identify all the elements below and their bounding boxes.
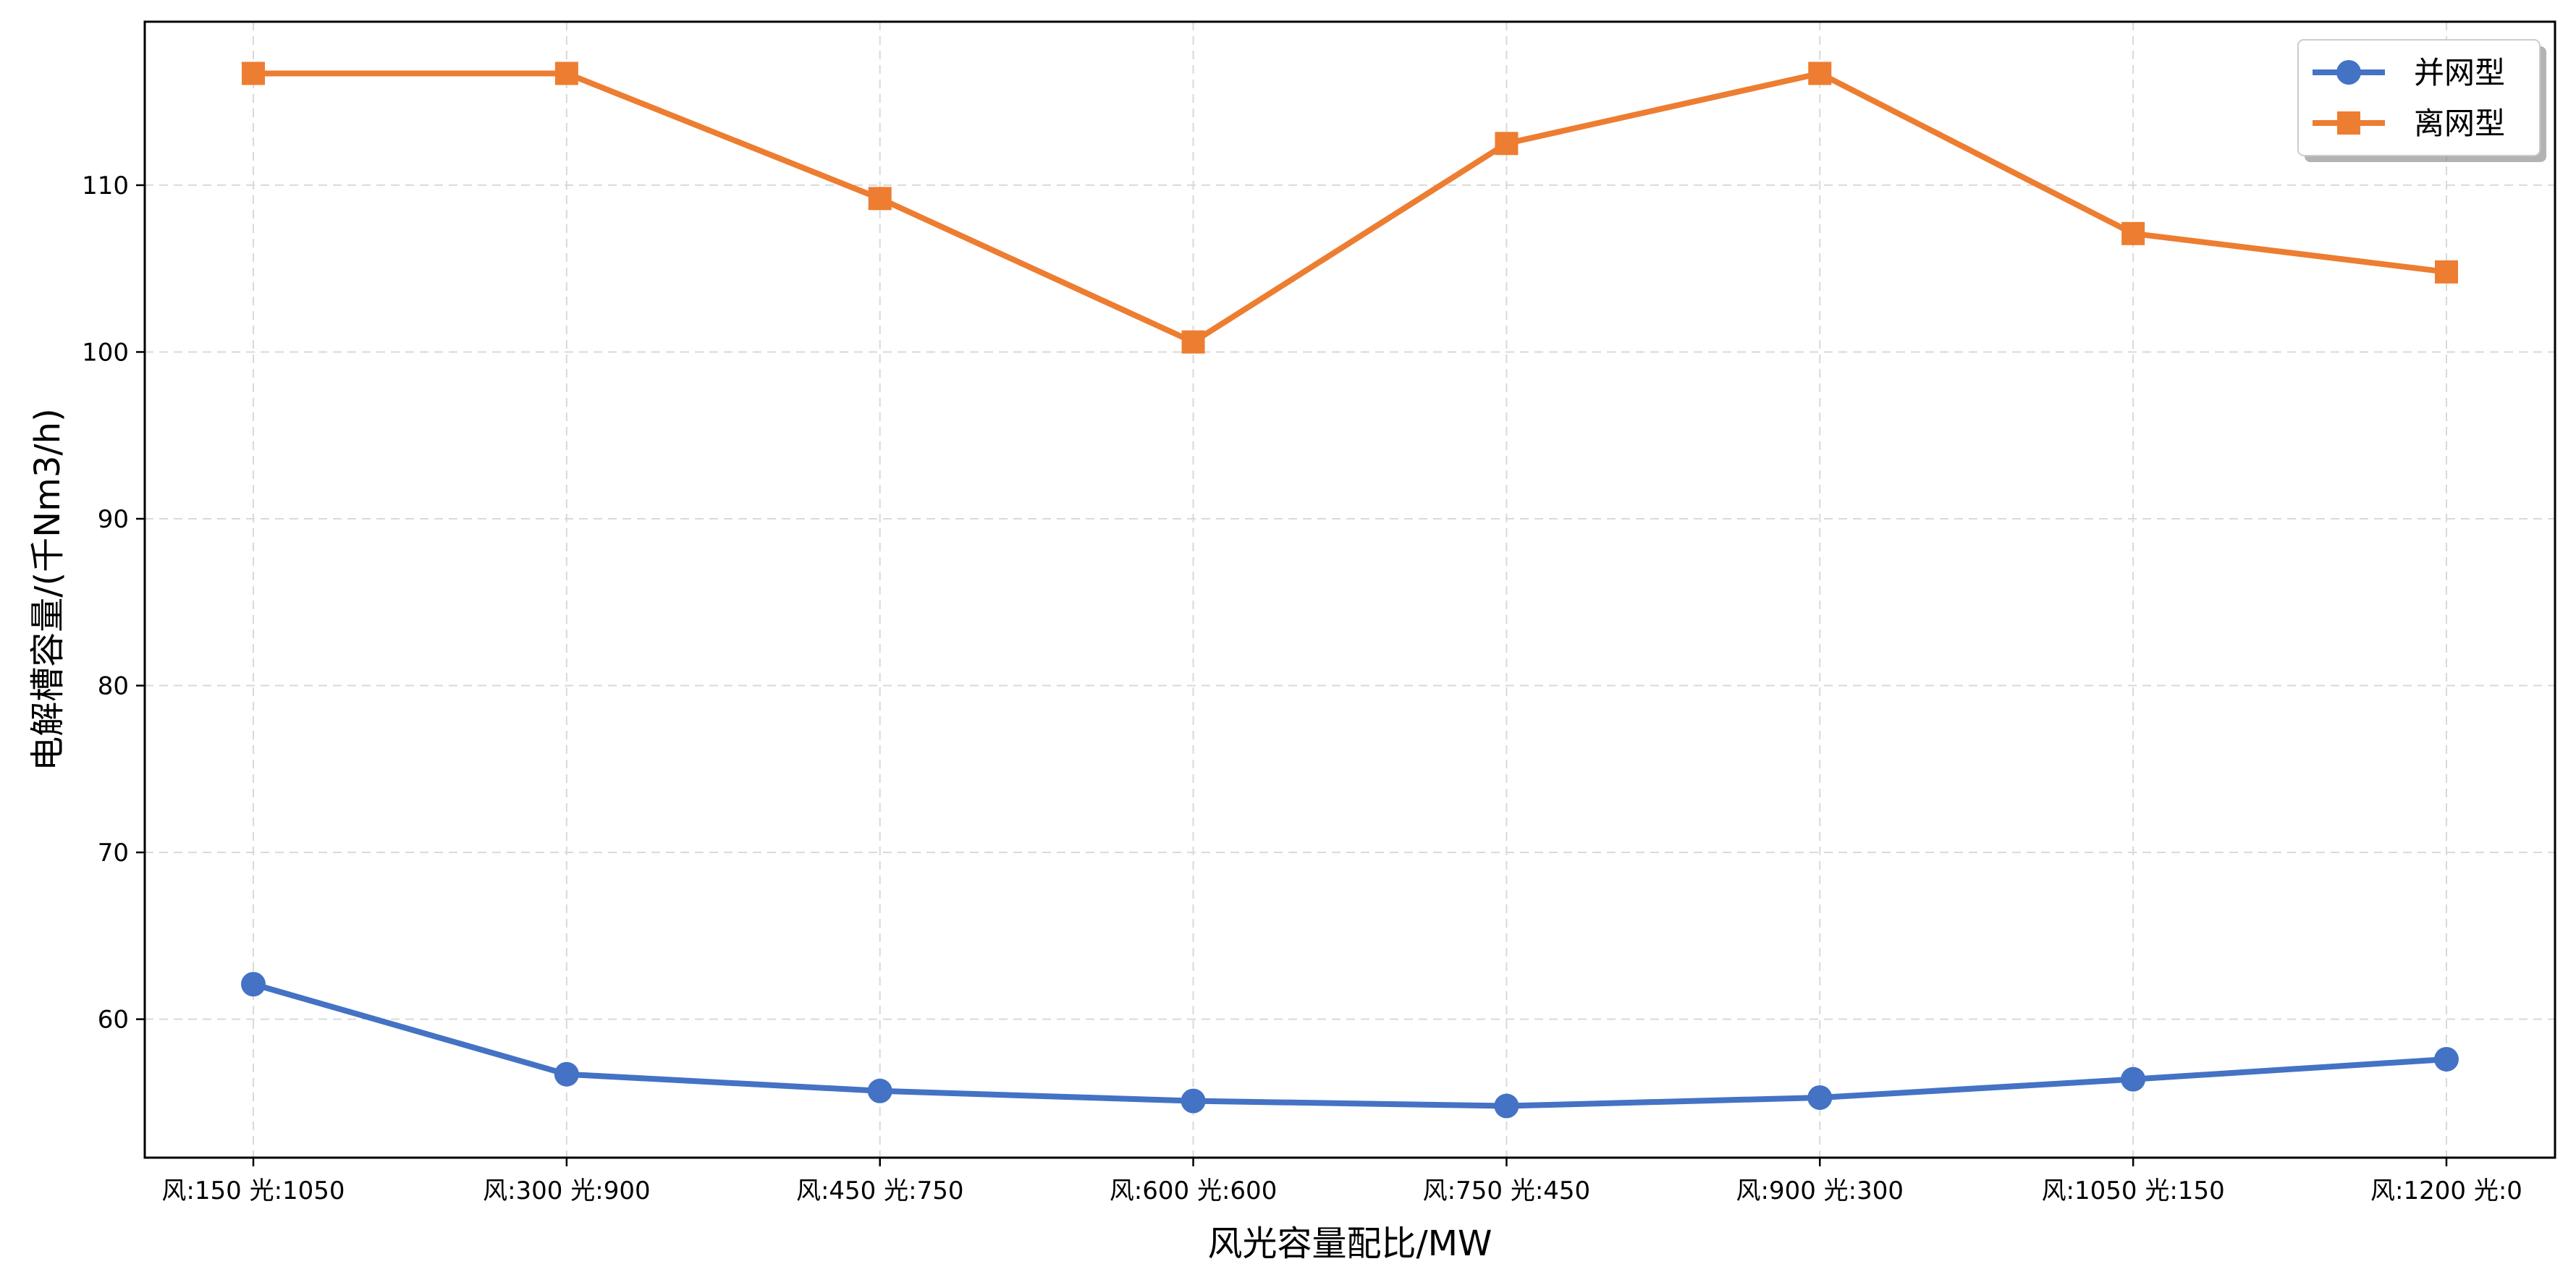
data-point [2121,1066,2146,1092]
data-point [1808,62,1832,85]
data-point [554,1061,579,1087]
legend-swatch-marker [2336,60,2361,85]
data-point [554,62,578,85]
y-tick-label: 80 [98,672,129,701]
data-point [2121,221,2145,245]
series-group [241,62,2459,1119]
x-tick-label: 风:450 光:750 [796,1176,964,1205]
x-axis-label: 风光容量配比/MW [1207,1223,1492,1264]
y-axis: 60 70 80 90 100 110 [82,171,145,1035]
legend-label: 离网型 [2414,106,2505,141]
x-tick-label: 风:150 光:1050 [161,1176,345,1205]
legend-swatch-marker [2337,111,2360,135]
y-tick-label: 100 [82,338,129,367]
data-point [1495,132,1519,156]
x-axis: 风:150 光:1050 风:300 光:900 风:450 光:750 风:600 … [161,1158,2522,1205]
legend-label: 并网型 [2414,55,2505,90]
y-tick-label: 60 [98,1006,129,1035]
data-point [868,187,892,211]
data-point [1807,1085,1833,1111]
x-tick-label: 风:750 光:450 [1423,1176,1591,1205]
data-point [1494,1093,1519,1119]
data-point [2435,260,2458,284]
series-line [250,70,2449,345]
x-tick-label: 风:900 光:300 [1736,1176,1904,1205]
series-line [250,981,2449,1109]
x-tick-label: 风:1200 光:0 [2370,1176,2522,1205]
x-tick-label: 风:300 光:900 [483,1176,651,1205]
y-tick-label: 90 [98,505,129,534]
grid [145,22,2555,1158]
data-point [2434,1046,2459,1072]
x-tick-label: 风:1050 光:150 [2042,1176,2225,1205]
y-axis-label: 电解槽容量/(千Nm3/h) [28,408,68,771]
data-point [1181,1088,1206,1114]
plot-frame [143,20,2556,1159]
data-point [241,972,266,997]
data-point [242,62,265,85]
x-tick-label: 风:600 光:600 [1110,1176,1278,1205]
data-point [1181,330,1205,354]
y-tick-label: 70 [98,839,129,868]
y-tick-label: 110 [82,171,129,200]
data-point [867,1078,892,1103]
